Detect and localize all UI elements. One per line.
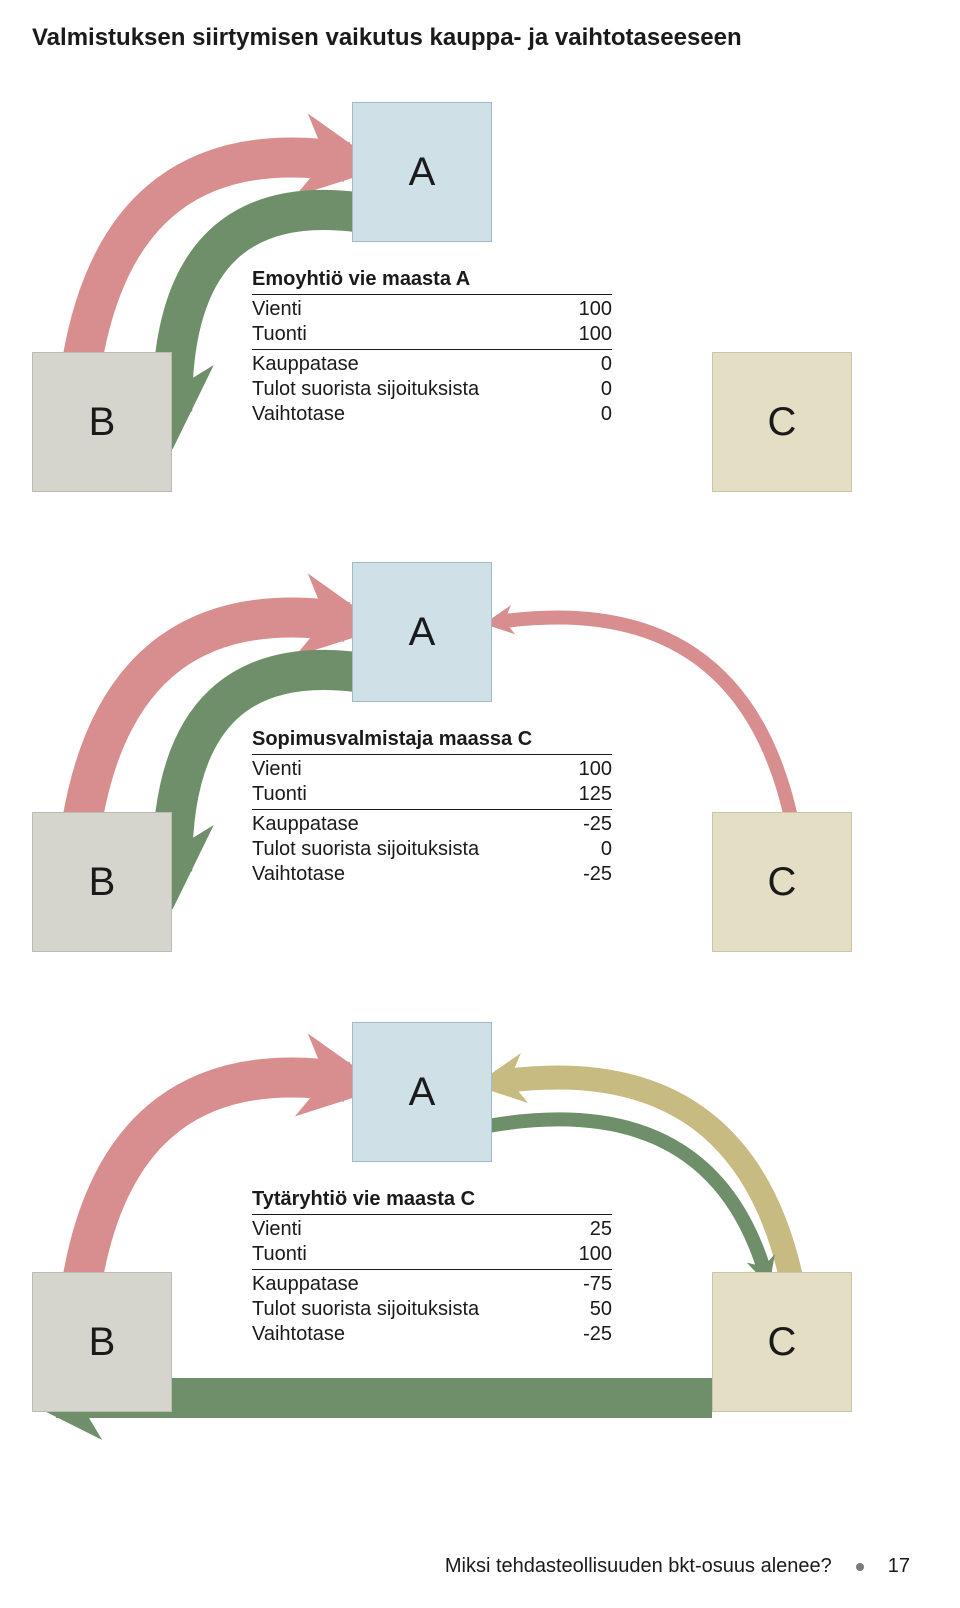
node-b: B (32, 1272, 172, 1412)
balance-table: Tytäryhtiö vie maasta CVienti25Tuonti100… (252, 1187, 612, 1347)
node-label: B (89, 400, 116, 445)
node-a: A (352, 102, 492, 242)
node-a: A (352, 1022, 492, 1162)
page-title: Valmistuksen siirtymisen vaikutus kauppa… (32, 24, 928, 52)
row-value: 50 (552, 1297, 612, 1322)
node-c: C (712, 352, 852, 492)
table-row: Kauppatase-25 (252, 809, 612, 837)
row-key: Vaihtotase (252, 862, 552, 887)
row-key: Kauppatase (252, 352, 552, 377)
node-b: B (32, 812, 172, 952)
table-row: Vienti25 (252, 1217, 612, 1242)
diagram-panel: A B C Emoyhtiö vie maasta AVienti100Tuonti1… (32, 72, 928, 532)
node-label: A (409, 1070, 436, 1115)
row-value: 0 (552, 352, 612, 377)
diagram-panel: ABCSopimusvalmistaja maassa CVienti100Tu… (32, 532, 928, 992)
table-title: Tytäryhtiö vie maasta C (252, 1187, 612, 1215)
row-key: Kauppatase (252, 812, 552, 837)
node-label: C (768, 400, 797, 445)
row-key: Vienti (252, 297, 552, 322)
row-key: Vaihtotase (252, 402, 552, 427)
row-key: Vaihtotase (252, 1322, 552, 1347)
table-row: Vienti100 (252, 757, 612, 782)
table-row: Tulot suorista sijoituksista50 (252, 1297, 612, 1322)
footer-separator-icon (856, 1563, 864, 1571)
row-key: Tulot suorista sijoituksista (252, 1297, 552, 1322)
footer-text: Miksi tehdasteollisuuden bkt-osuus alene… (445, 1555, 832, 1578)
row-key: Tuonti (252, 1242, 552, 1267)
table-row: Kauppatase-75 (252, 1269, 612, 1297)
row-value: 0 (552, 837, 612, 862)
row-key: Tuonti (252, 322, 552, 347)
node-label: C (768, 860, 797, 905)
row-key: Tulot suorista sijoituksista (252, 837, 552, 862)
node-label: B (89, 860, 116, 905)
table-row: Tuonti125 (252, 782, 612, 807)
row-value: -25 (552, 1322, 612, 1347)
table-row: Kauppatase0 (252, 349, 612, 377)
row-value: 100 (552, 1242, 612, 1267)
node-label: B (89, 1320, 116, 1365)
page-footer: Miksi tehdasteollisuuden bkt-osuus alene… (445, 1555, 910, 1578)
node-c: C (712, 812, 852, 952)
node-c: C (712, 1272, 852, 1412)
node-a: A (352, 562, 492, 702)
row-value: 100 (552, 322, 612, 347)
table-title: Sopimusvalmistaja maassa C (252, 727, 612, 755)
row-key: Vienti (252, 1217, 552, 1242)
page-number: 17 (888, 1555, 910, 1578)
table-row: Vaihtotase-25 (252, 862, 612, 887)
table-row: Vienti100 (252, 297, 612, 322)
node-b: B (32, 352, 172, 492)
balance-table: Sopimusvalmistaja maassa CVienti100Tuont… (252, 727, 612, 887)
row-key: Tulot suorista sijoituksista (252, 377, 552, 402)
table-row: Tuonti100 (252, 322, 612, 347)
row-key: Kauppatase (252, 1272, 552, 1297)
table-row: Tulot suorista sijoituksista0 (252, 837, 612, 862)
row-value: -25 (552, 862, 612, 887)
table-row: Tuonti100 (252, 1242, 612, 1267)
node-label: A (409, 150, 436, 195)
row-value: 100 (552, 297, 612, 322)
row-value: 125 (552, 782, 612, 807)
row-key: Vienti (252, 757, 552, 782)
diagram-panel: A B C Tytäryhtiö vie maasta CVienti25Tuonti… (32, 992, 928, 1452)
node-label: C (768, 1320, 797, 1365)
row-value: 0 (552, 402, 612, 427)
row-value: 25 (552, 1217, 612, 1242)
node-label: A (409, 610, 436, 655)
row-value: 100 (552, 757, 612, 782)
row-value: -75 (552, 1272, 612, 1297)
row-value: 0 (552, 377, 612, 402)
table-title: Emoyhtiö vie maasta A (252, 267, 612, 295)
row-key: Tuonti (252, 782, 552, 807)
table-row: Vaihtotase0 (252, 402, 612, 427)
table-row: Tulot suorista sijoituksista0 (252, 377, 612, 402)
table-row: Vaihtotase-25 (252, 1322, 612, 1347)
row-value: -25 (552, 812, 612, 837)
balance-table: Emoyhtiö vie maasta AVienti100Tuonti100K… (252, 267, 612, 427)
